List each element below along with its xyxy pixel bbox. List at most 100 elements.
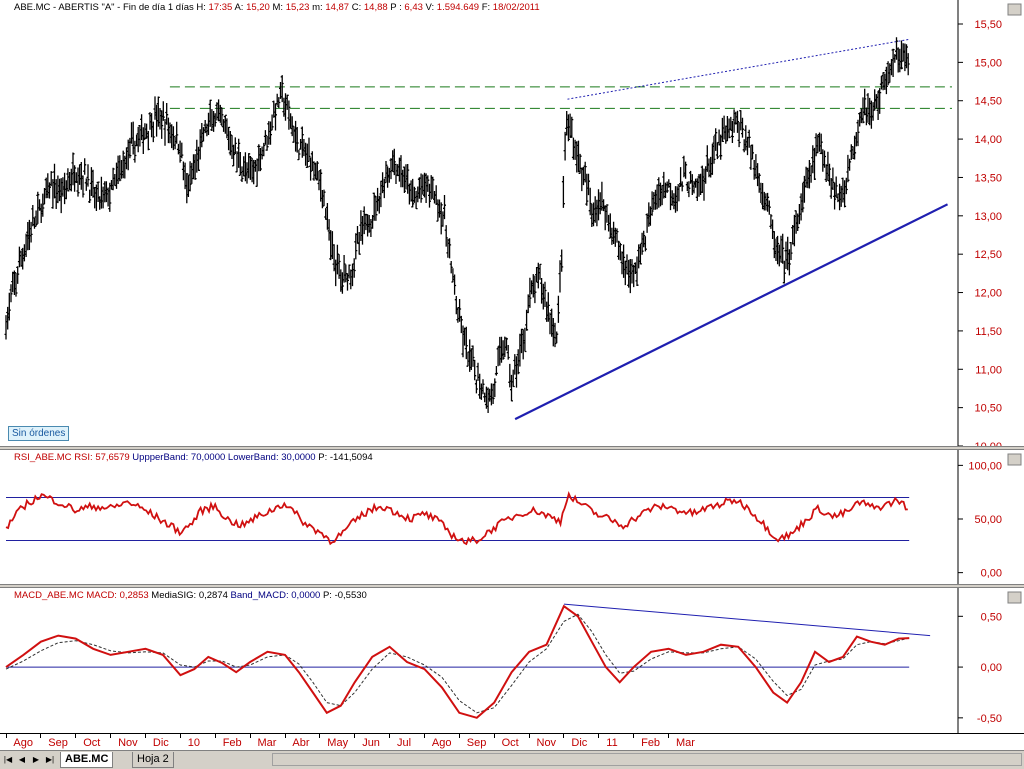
macd-y-tick-label: 0,50 bbox=[981, 611, 1002, 623]
price-bar bbox=[476, 362, 480, 381]
price-bar bbox=[297, 149, 301, 161]
price-bar bbox=[884, 66, 888, 95]
x-tick-label: Abr bbox=[292, 737, 310, 749]
macd-chart[interactable]: 0,50 0,00 -0,50 bbox=[0, 588, 1024, 733]
price-chart[interactable]: 15,50 15,00 14,50 14,00 13,50 13,00 12,50 12,00… bbox=[0, 0, 1024, 446]
price-bar bbox=[279, 82, 282, 99]
price-bar bbox=[617, 240, 621, 260]
x-tick bbox=[110, 734, 112, 738]
price-bar bbox=[846, 154, 850, 183]
price-y-tick-label: 14,00 bbox=[974, 134, 1002, 146]
horizontal-scrollbar[interactable] bbox=[272, 753, 1022, 766]
first-sheet-button[interactable]: |◀ bbox=[3, 755, 13, 764]
price-bar bbox=[197, 146, 200, 171]
macd-y-tick-label: -0,50 bbox=[977, 713, 1002, 725]
price-y-tick-label: 12,50 bbox=[974, 249, 1002, 261]
price-bar bbox=[412, 186, 416, 203]
price-bar bbox=[389, 158, 393, 180]
price-y-tick-label: 14,50 bbox=[974, 96, 1002, 108]
price-bar bbox=[640, 232, 644, 255]
price-bar bbox=[444, 225, 448, 247]
sheet-tab-bar: |◀ ◀ ▶ ▶| ABE.MC Hoja 2 bbox=[0, 750, 1024, 769]
macd-pane-menu-button bbox=[1007, 591, 1022, 604]
price-bar bbox=[247, 153, 251, 179]
orders-status[interactable]: Sin órdenes bbox=[8, 426, 70, 441]
price-bar bbox=[213, 113, 217, 127]
last-sheet-button[interactable]: ▶| bbox=[45, 755, 55, 764]
x-tick bbox=[389, 734, 391, 738]
x-tick-label: May bbox=[327, 737, 349, 749]
macd-name: MACD_ABE.MC bbox=[14, 590, 84, 601]
price-bar bbox=[766, 192, 770, 212]
price-bar bbox=[801, 182, 805, 213]
pane-separator[interactable] bbox=[0, 584, 1024, 588]
price-bar bbox=[439, 202, 443, 235]
price-bar bbox=[88, 189, 92, 203]
macd-header: MACD_ABE.MC MACD: 0,2853 MediaSIG: 0,287… bbox=[14, 590, 367, 601]
tab-abe-mc[interactable]: ABE.MC bbox=[60, 752, 114, 768]
price-close: 14,88 bbox=[363, 2, 388, 13]
price-bar bbox=[178, 140, 182, 163]
rsi-pane[interactable]: 100,00 50,00 0,00 RSI_ABE.MC RSI: 57,6579 … bbox=[0, 450, 1024, 584]
price-bar bbox=[570, 116, 574, 138]
x-tick-label: Mar bbox=[676, 737, 695, 749]
price-date: 18/02/2011 bbox=[492, 2, 540, 13]
macd-band: 0,0000 bbox=[291, 590, 321, 601]
price-bar bbox=[414, 190, 418, 210]
price-bar bbox=[715, 142, 719, 160]
price-y-axis-bg bbox=[958, 0, 1024, 446]
price-bar bbox=[433, 191, 436, 204]
price-bar bbox=[227, 126, 231, 151]
prev-sheet-button[interactable]: ◀ bbox=[18, 755, 26, 764]
x-tick-label: Feb bbox=[222, 737, 242, 749]
price-bar bbox=[71, 152, 75, 186]
rsi-chart[interactable]: 100,00 50,00 0,00 bbox=[0, 450, 1024, 584]
price-bar bbox=[516, 349, 520, 375]
x-tick-label: Nov bbox=[118, 737, 138, 749]
price-pane[interactable]: 15,50 15,00 14,50 14,00 13,50 13,00 12,50 12,00… bbox=[0, 0, 1024, 446]
price-bar bbox=[36, 191, 40, 224]
price-bar bbox=[317, 170, 321, 191]
price-bar bbox=[856, 119, 860, 147]
price-bar bbox=[560, 249, 564, 272]
tab-hoja-2[interactable]: Hoja 2 bbox=[132, 752, 174, 768]
rsi-name: RSI_ABE.MC bbox=[14, 452, 72, 463]
x-tick-label: Feb bbox=[641, 737, 661, 749]
price-bar bbox=[528, 277, 532, 308]
price-bar bbox=[392, 148, 396, 176]
next-sheet-button[interactable]: ▶ bbox=[32, 755, 40, 764]
price-bar bbox=[406, 164, 410, 194]
price-time: 17:35 bbox=[208, 2, 233, 13]
price-bar bbox=[583, 161, 587, 183]
price-bar bbox=[615, 228, 619, 243]
price-bar bbox=[86, 164, 90, 187]
price-bar bbox=[300, 126, 304, 158]
price-bar bbox=[346, 273, 349, 291]
price-bar bbox=[14, 272, 18, 297]
pane-separator[interactable] bbox=[0, 446, 1024, 450]
macd-pane[interactable]: 0,50 0,00 -0,50 MACD_ABE.MC MACD: 0,2853 M… bbox=[0, 588, 1024, 733]
price-bar bbox=[747, 129, 751, 148]
price-bar bbox=[782, 260, 786, 284]
price-bar bbox=[175, 121, 179, 144]
x-tick bbox=[145, 734, 146, 738]
x-tick bbox=[75, 734, 77, 738]
price-y-tick-label: 15,00 bbox=[974, 57, 1002, 69]
price-bar bbox=[796, 213, 800, 231]
price-bar bbox=[712, 135, 716, 164]
price-bar bbox=[473, 359, 477, 381]
price-bar bbox=[322, 189, 326, 207]
x-tick bbox=[528, 734, 530, 738]
price-bar bbox=[561, 176, 565, 208]
price-bar bbox=[538, 263, 542, 280]
price-bar bbox=[156, 96, 160, 127]
price-y-tick-label: 10,50 bbox=[974, 403, 1002, 415]
price-bar bbox=[208, 99, 212, 127]
price-bar bbox=[309, 157, 313, 181]
price-bar bbox=[165, 103, 169, 125]
macd-signal: 0,2874 bbox=[198, 590, 228, 601]
x-tick bbox=[424, 734, 425, 738]
price-y-tick-label: 10,00 bbox=[974, 441, 1002, 446]
price-bar bbox=[751, 144, 754, 160]
price-bar bbox=[665, 181, 669, 193]
